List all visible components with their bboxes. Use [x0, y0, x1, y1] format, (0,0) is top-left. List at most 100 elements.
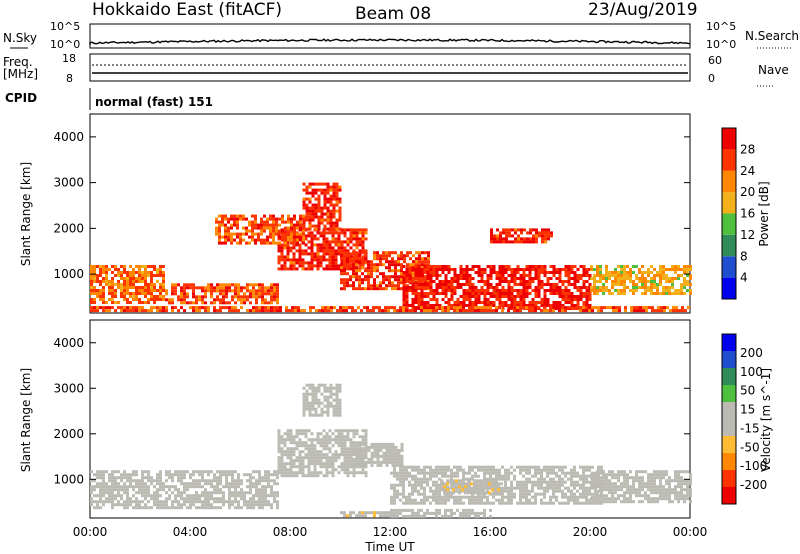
range-time-cell	[246, 503, 249, 507]
range-time-cell	[102, 268, 105, 271]
range-time-cell	[659, 482, 662, 486]
range-time-cell	[177, 309, 180, 313]
range-time-cell	[561, 304, 565, 307]
range-time-cell	[307, 444, 311, 448]
range-time-cell	[638, 286, 641, 289]
range-time-cell	[349, 447, 353, 451]
range-time-cell	[307, 447, 311, 451]
range-time-cell	[239, 235, 242, 239]
range-time-cell	[438, 468, 441, 472]
range-time-cell	[308, 191, 312, 195]
range-time-cell	[138, 506, 141, 510]
range-time-cell	[543, 283, 547, 286]
range-time-cell	[659, 476, 662, 480]
range-time-cell	[467, 491, 470, 495]
range-time-cell	[405, 268, 409, 271]
range-time-cell	[585, 309, 588, 313]
range-time-cell	[459, 283, 463, 286]
range-time-cell	[590, 485, 593, 489]
range-time-cell	[295, 261, 299, 265]
range-time-cell	[423, 295, 427, 298]
range-time-cell	[491, 485, 494, 489]
range-time-cell	[165, 485, 168, 489]
range-time-cell	[511, 234, 514, 238]
range-time-cell	[579, 477, 582, 481]
range-time-cell	[444, 474, 447, 478]
range-time-cell	[302, 223, 305, 227]
range-time-cell	[147, 488, 150, 492]
range-time-cell	[298, 459, 302, 463]
range-time-cell	[543, 495, 546, 499]
range-time-cell	[319, 255, 323, 259]
range-time-cell	[424, 260, 427, 264]
range-time-cell	[510, 274, 514, 277]
range-time-cell	[314, 389, 318, 393]
range-time-cell	[228, 488, 231, 492]
range-time-cell	[402, 289, 406, 292]
range-time-cell	[573, 304, 577, 307]
range-time-cell	[334, 249, 338, 253]
range-time-cell	[659, 485, 662, 489]
range-time-cell	[231, 306, 234, 310]
range-time-cell	[210, 295, 213, 299]
range-time-cell	[435, 514, 438, 518]
range-time-cell	[471, 295, 475, 298]
range-time-cell	[246, 309, 249, 313]
range-time-cell	[105, 265, 108, 268]
range-time-cell	[213, 298, 216, 302]
range-time-cell	[467, 488, 470, 492]
range-time-cell	[334, 468, 338, 472]
range-time-cell	[402, 483, 405, 487]
range-time-cell	[529, 231, 532, 235]
range-time-cell	[502, 240, 505, 244]
range-time-cell	[501, 265, 505, 268]
range-time-cell	[459, 498, 462, 502]
range-time-cell	[99, 274, 102, 277]
range-time-cell	[319, 459, 323, 463]
range-time-cell	[237, 494, 240, 498]
range-time-cell	[596, 491, 599, 495]
range-time-cell	[310, 474, 314, 478]
range-time-cell	[316, 432, 320, 436]
range-time-cell	[397, 275, 400, 279]
range-time-cell	[358, 281, 361, 285]
range-time-cell	[494, 485, 497, 489]
nsky-tick-bottom: 10^0	[50, 38, 80, 51]
range-time-cell	[443, 485, 446, 489]
range-time-cell	[358, 249, 362, 253]
range-time-cell	[456, 280, 460, 283]
range-time-cell	[532, 240, 535, 244]
range-time-cell	[576, 489, 579, 493]
range-time-cell	[141, 473, 144, 477]
range-time-cell	[468, 514, 471, 518]
range-time-cell	[531, 277, 535, 280]
range-time-cell	[650, 265, 653, 268]
range-time-cell	[650, 271, 653, 274]
range-time-cell	[216, 476, 219, 480]
range-time-cell	[156, 274, 159, 277]
range-time-cell	[332, 413, 336, 417]
range-time-cell	[346, 228, 350, 232]
range-time-cell	[328, 462, 332, 466]
range-time-cell	[665, 470, 668, 474]
range-time-cell	[310, 231, 314, 235]
range-time-cell	[275, 241, 278, 245]
range-time-cell	[617, 283, 620, 286]
range-time-cell	[293, 229, 296, 233]
range-time-cell	[490, 231, 493, 235]
range-time-cell	[309, 309, 312, 313]
range-time-cell	[459, 465, 462, 469]
range-time-cell	[496, 240, 499, 244]
range-time-cell	[585, 280, 589, 283]
range-time-cell	[471, 486, 474, 490]
range-time-cell	[340, 243, 344, 247]
range-time-cell	[355, 231, 359, 235]
range-time-cell	[492, 265, 496, 268]
range-time-cell	[248, 229, 251, 233]
range-time-cell	[246, 506, 249, 510]
range-time-cell	[411, 268, 415, 271]
range-time-cell	[397, 281, 400, 285]
colorbar-segment	[722, 213, 736, 235]
range-time-cell	[243, 503, 246, 507]
range-time-cell	[501, 289, 505, 292]
